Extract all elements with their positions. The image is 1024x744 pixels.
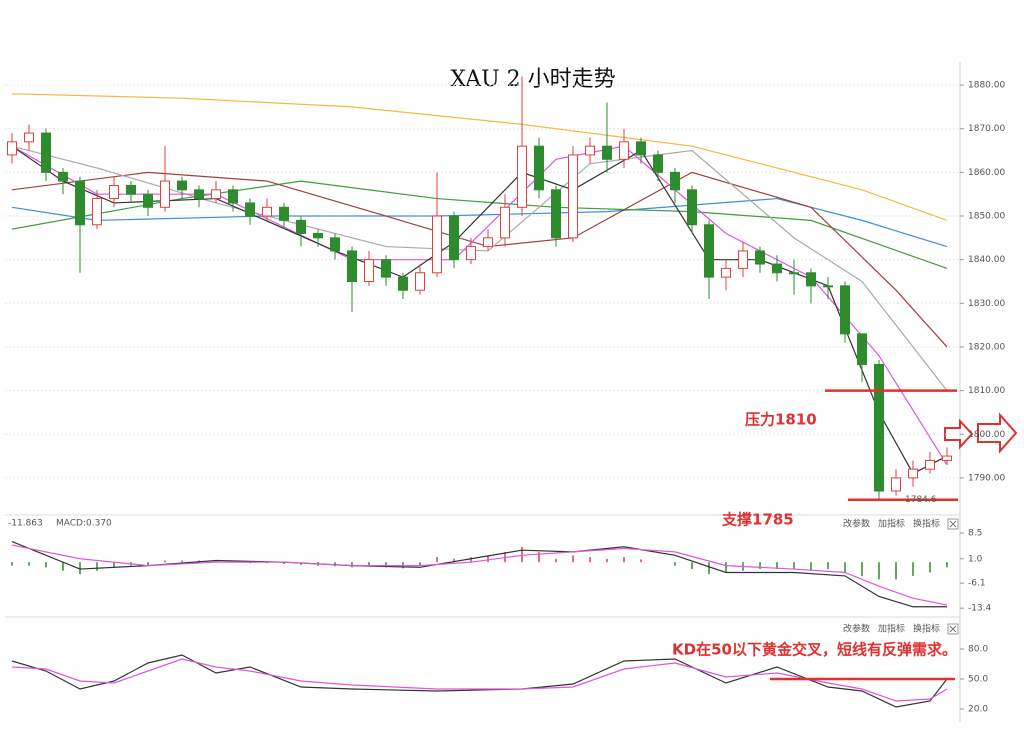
- indicator-line: [11, 145, 948, 466]
- candle-body: [92, 198, 102, 226]
- candle-body: [432, 215, 442, 274]
- candle-body: [704, 224, 714, 278]
- candle-body: [279, 206, 289, 221]
- candle-body: [347, 250, 357, 282]
- candle-body: [7, 141, 17, 156]
- toolbar-button: 加指标: [878, 518, 905, 530]
- candle-body: [653, 154, 663, 173]
- indicator-line: [11, 541, 947, 608]
- y-tick-label: 1870.00: [968, 124, 1005, 134]
- y-tick-label: 1850.00: [968, 212, 1005, 222]
- candle-body: [177, 180, 187, 191]
- candle-body: [24, 132, 34, 143]
- candle-body: [636, 141, 646, 156]
- candle-body: [857, 333, 867, 365]
- y-tick-label: 1860.00: [968, 168, 1005, 178]
- arrow-icon: [977, 412, 1018, 454]
- indicator-line: [11, 145, 948, 391]
- candle-body: [840, 285, 850, 335]
- indicator-line: [11, 544, 948, 606]
- candle-body: [313, 232, 323, 239]
- candle-body: [228, 189, 238, 204]
- candle-body: [58, 171, 68, 182]
- candle-body: [670, 171, 680, 191]
- y-tick-label: 1800.00: [968, 430, 1005, 440]
- candle-body: [41, 132, 51, 173]
- candle-body: [568, 154, 578, 239]
- y-tick-label: 1830.00: [968, 299, 1005, 309]
- candle-body: [160, 180, 170, 208]
- candle-body: [585, 145, 595, 156]
- y-tick-label: 1810.00: [968, 386, 1005, 396]
- candle-body: [466, 246, 476, 261]
- candle-body: [823, 285, 833, 288]
- candle-body: [602, 145, 612, 160]
- candle-body: [211, 189, 221, 200]
- candle-body: [891, 477, 901, 492]
- toolbar-button: 换指标: [913, 623, 940, 635]
- candle-body: [551, 189, 561, 239]
- y-tick-label: 1820.00: [968, 342, 1005, 352]
- y-tick-label: 1840.00: [968, 255, 1005, 265]
- candle-body: [874, 363, 884, 492]
- toolbar-button: 改参数: [843, 623, 870, 635]
- toolbar-button: 改参数: [843, 518, 870, 530]
- candle-body: [789, 272, 799, 275]
- candle-body: [194, 189, 204, 200]
- y-tick-label: 1880.00: [968, 81, 1005, 91]
- annotation: 支撑1785: [721, 511, 794, 529]
- low-label: 1784.6: [905, 495, 937, 505]
- candle-body: [143, 193, 153, 208]
- close-icon: [949, 520, 957, 528]
- y-tick-label: 50.0: [968, 675, 988, 685]
- y-tick-label: -6.1: [968, 579, 986, 589]
- candle-body: [109, 184, 119, 200]
- indicator-label: MACD:0.370: [56, 519, 112, 529]
- indicator-label: -11.863: [8, 519, 43, 529]
- candle-body: [75, 180, 85, 226]
- annotation: KD在50以下黄金交叉，短线有反弹需求。: [672, 641, 957, 659]
- y-tick-label: 80.0: [968, 645, 988, 655]
- candle-body: [245, 202, 255, 217]
- candle-body: [534, 145, 544, 191]
- indicator-line: [11, 658, 948, 702]
- toolbar-button: 加指标: [878, 623, 905, 635]
- candle-body: [296, 219, 306, 234]
- candle-body: [449, 215, 459, 261]
- candle-body: [364, 259, 374, 282]
- indicator-line: [11, 654, 948, 708]
- close-icon: [949, 625, 957, 633]
- candle-body: [806, 272, 816, 287]
- candle-body: [500, 206, 510, 239]
- toolbar-button: 换指标: [913, 518, 940, 530]
- candle-body: [942, 455, 952, 461]
- candle-body: [755, 250, 765, 265]
- annotation: 压力1810: [745, 411, 817, 429]
- candle-body: [687, 189, 697, 226]
- candle-body: [415, 272, 425, 291]
- indicator-line: [11, 171, 948, 348]
- candle-body: [738, 250, 748, 269]
- candle-body: [483, 237, 493, 248]
- arrow-icon: [944, 418, 974, 450]
- candle-body: [772, 263, 782, 274]
- candle-body: [721, 267, 731, 278]
- candle-body: [398, 276, 408, 291]
- chart-title: XAU 2 小时走势: [450, 67, 615, 92]
- candle-body: [126, 184, 136, 195]
- y-tick-label: 1.0: [968, 554, 983, 564]
- y-tick-label: 1790.00: [968, 473, 1005, 483]
- candle-body: [381, 259, 391, 278]
- y-tick-label: 20.0: [968, 705, 988, 715]
- y-tick-label: 8.5: [968, 529, 982, 539]
- candle-body: [925, 459, 935, 470]
- candle-body: [517, 145, 527, 208]
- candle-body: [262, 206, 272, 217]
- candle-body: [330, 237, 340, 252]
- y-tick-label: -13.4: [968, 604, 992, 614]
- candle-body: [908, 468, 918, 479]
- candle-body: [619, 141, 629, 160]
